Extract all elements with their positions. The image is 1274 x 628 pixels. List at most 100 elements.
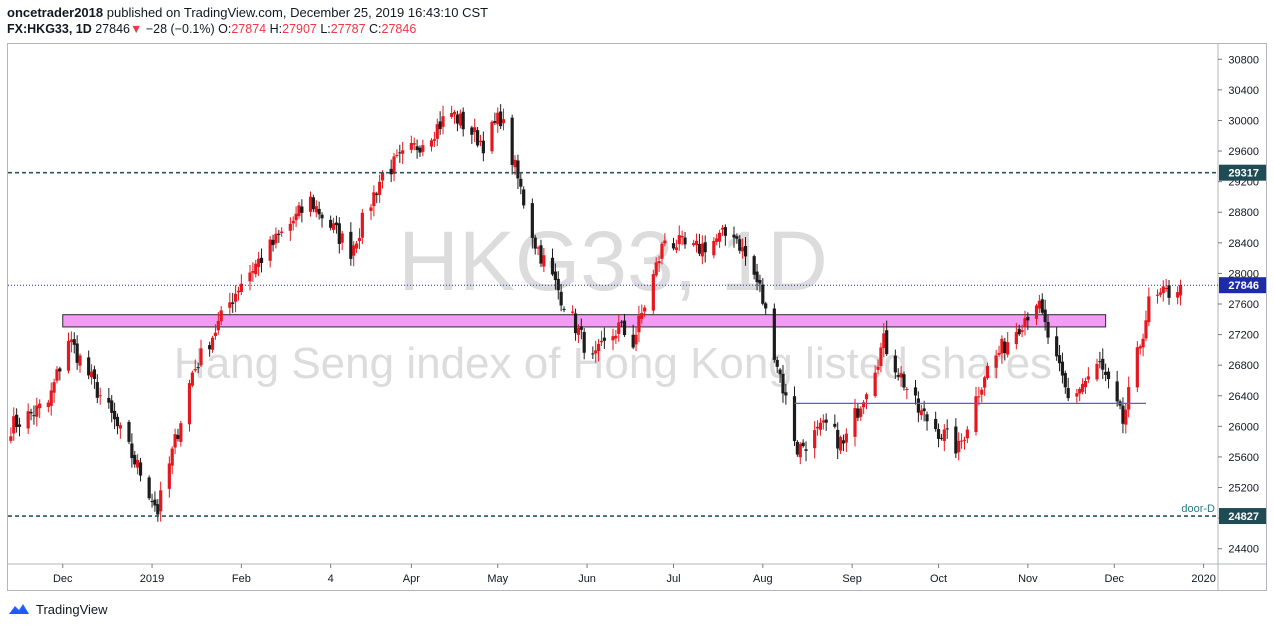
candle-body	[671, 243, 676, 249]
candle-body	[599, 340, 604, 343]
candle	[1127, 376, 1131, 418]
candle-body	[1106, 371, 1111, 380]
candle	[1086, 367, 1090, 383]
candle	[52, 378, 56, 403]
candle	[637, 305, 641, 343]
candle	[962, 436, 967, 450]
candle-body	[925, 414, 929, 422]
candle-body	[337, 223, 341, 245]
candle	[934, 411, 938, 432]
candle	[1014, 322, 1018, 350]
candle-body	[885, 330, 889, 355]
candle-body	[369, 207, 373, 211]
candle	[905, 387, 909, 400]
price-tag	[1219, 277, 1266, 294]
candle-body	[1055, 336, 1059, 357]
candle	[46, 399, 50, 413]
candle-body	[758, 279, 762, 284]
candle	[942, 424, 946, 452]
candle	[599, 330, 604, 346]
candle-body	[55, 369, 59, 381]
candle-body	[1121, 405, 1125, 424]
candle-body	[683, 237, 687, 245]
candle-body	[452, 111, 457, 115]
candle	[389, 159, 393, 183]
candle-body	[591, 353, 595, 355]
candle	[187, 379, 192, 432]
candle	[542, 247, 546, 273]
candle-body	[957, 440, 961, 453]
candle	[582, 327, 586, 360]
candle	[1055, 327, 1059, 361]
footer: TradingView	[8, 600, 108, 618]
candle-body	[274, 233, 278, 244]
candle-body	[853, 408, 857, 437]
candle	[680, 230, 684, 246]
candle-body	[836, 429, 840, 449]
candle	[118, 422, 122, 439]
candle-body	[473, 127, 477, 132]
candle	[49, 382, 53, 416]
candle	[173, 428, 177, 455]
candle-body	[329, 219, 333, 228]
candle	[271, 234, 275, 252]
high-value: 27907	[282, 22, 317, 36]
candle	[1178, 279, 1183, 306]
x-tick-label: Nov	[1018, 573, 1038, 585]
candle	[824, 413, 828, 431]
candle	[882, 323, 886, 358]
candle-body	[12, 416, 16, 434]
candle-body	[156, 504, 160, 515]
candle	[755, 263, 759, 291]
x-tick-label: Apr	[403, 573, 420, 585]
candle	[35, 397, 39, 427]
candle	[591, 346, 595, 359]
candle-body	[107, 397, 111, 403]
tradingview-logo-icon[interactable]	[8, 602, 30, 616]
candle-body	[738, 239, 742, 251]
candle	[717, 229, 722, 248]
candle	[985, 362, 990, 380]
candle	[317, 201, 321, 220]
candle	[130, 433, 134, 468]
candle-body	[640, 312, 644, 319]
candle	[314, 200, 318, 218]
candle-body	[697, 244, 702, 254]
candle	[1141, 333, 1145, 357]
candle-body	[1127, 387, 1131, 410]
y-tick-label: 26000	[1228, 421, 1259, 433]
candle	[153, 491, 157, 512]
candle-body	[1006, 342, 1010, 355]
candle-body	[69, 339, 73, 343]
price-tag-label: 29317	[1228, 168, 1259, 180]
candle-body	[193, 368, 197, 371]
candle	[697, 233, 702, 257]
candle	[501, 108, 506, 131]
candle-body	[196, 367, 200, 369]
candle	[795, 440, 799, 457]
candle-body	[1046, 321, 1050, 338]
candle-body	[680, 236, 684, 238]
candle	[409, 135, 413, 154]
candle-body	[35, 405, 39, 417]
candle-body	[657, 261, 661, 264]
candle	[32, 405, 36, 425]
chart-frame[interactable]	[7, 43, 1267, 591]
candle-body	[942, 429, 946, 442]
candle	[450, 105, 454, 119]
candle	[594, 340, 598, 363]
candle-body	[720, 227, 725, 230]
candle	[516, 154, 520, 190]
author-name[interactable]: oncetrader2018	[7, 5, 104, 20]
tradingview-brand[interactable]: TradingView	[36, 601, 108, 617]
low-value: 27787	[330, 22, 366, 36]
candle-body	[187, 383, 192, 425]
candle	[340, 230, 344, 250]
candle	[602, 327, 606, 349]
candle-body	[236, 290, 241, 293]
candle-body	[873, 372, 877, 397]
candle-body	[522, 189, 526, 206]
candle	[1095, 358, 1099, 382]
candle-body	[913, 387, 918, 396]
